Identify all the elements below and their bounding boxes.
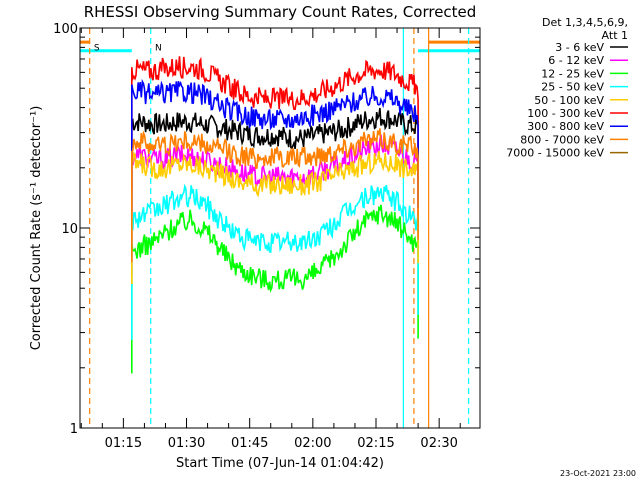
annotation-label: N	[155, 44, 162, 54]
legend-header: Det 1,3,4,5,6,9,	[542, 16, 628, 29]
series-line	[131, 204, 419, 374]
date-stamp: 23-Oct-2021 23:00	[560, 469, 636, 478]
legend-entry: 300 - 800 keV	[527, 120, 604, 133]
legend-entry: 12 - 25 keV	[541, 67, 604, 80]
y-tick-label: 1	[70, 422, 78, 437]
x-axis-label: Start Time (07-Jun-14 01:04:42)	[176, 456, 384, 471]
series-line	[131, 56, 419, 190]
x-tick-label: 01:45	[231, 436, 268, 451]
x-tick-label: 01:30	[168, 436, 205, 451]
series-line	[131, 78, 419, 213]
y-axis-label: Corrected Count Rate (s⁻¹ detector⁻¹)	[29, 106, 44, 351]
legend-entry: 6 - 12 keV	[548, 54, 604, 67]
chart-title: RHESSI Observing Summary Count Rates, Co…	[84, 3, 477, 21]
legend-entry: 25 - 50 keV	[541, 81, 604, 94]
series-line	[131, 107, 419, 243]
legend-header: Att 1	[602, 29, 628, 42]
x-tick-label: 01:15	[105, 436, 142, 451]
y-tick-label: 10	[61, 222, 78, 237]
y-tick-label: 100	[53, 22, 78, 37]
legend-entry: 3 - 6 keV	[555, 41, 604, 54]
x-tick-label: 02:30	[420, 436, 457, 451]
x-tick-label: 02:15	[357, 436, 394, 451]
series-line	[131, 128, 419, 263]
axes-layer: 1 10 100 01:15 01:30 01:45 02:00 02:15 02:30	[53, 22, 480, 451]
series-line	[131, 150, 419, 284]
legend-entry: 800 - 7000 keV	[520, 133, 604, 146]
annotation-label: S	[94, 44, 100, 54]
legend-entry: 100 - 300 keV	[527, 107, 604, 120]
series-line	[131, 183, 419, 341]
legend-entry: 50 - 100 keV	[534, 94, 604, 107]
legend-entry: 7000 - 15000 keV	[506, 147, 604, 160]
x-tick-label: 02:00	[294, 436, 331, 451]
